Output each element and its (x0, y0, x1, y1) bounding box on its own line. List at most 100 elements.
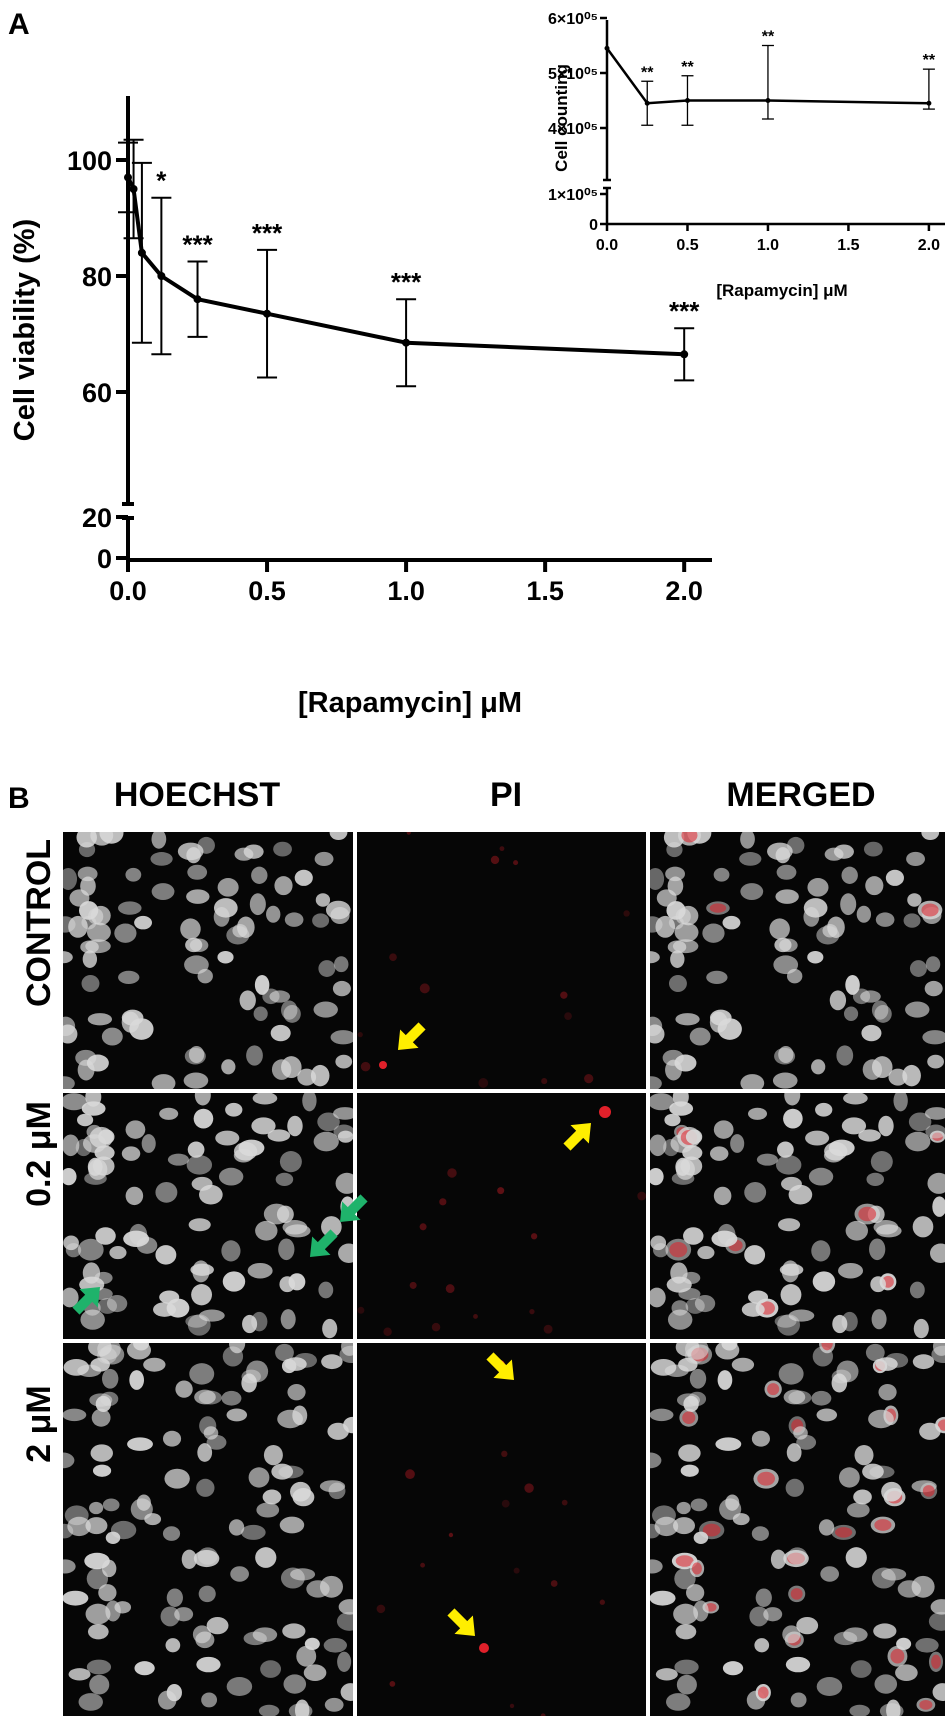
nucleus (252, 1093, 278, 1105)
pi-arrow (563, 1123, 591, 1151)
nucleus (258, 1704, 280, 1716)
nucleus (650, 1590, 676, 1606)
inset-x-tick-label: 2.0 (918, 237, 940, 254)
pi-signal (376, 1604, 386, 1614)
merged-pi-overlay (922, 1485, 935, 1497)
nucleus (769, 918, 790, 940)
pi-signal (448, 1532, 454, 1538)
nucleus (862, 1463, 884, 1480)
main-x-tick-label: 1.5 (526, 576, 564, 606)
nucleus (328, 1482, 346, 1500)
nucleus (141, 1134, 156, 1153)
nucleus (327, 1422, 349, 1440)
nucleus (756, 1153, 778, 1166)
pi-signal (540, 1713, 546, 1716)
nucleus (315, 893, 331, 907)
merged-pi-overlay (932, 1132, 943, 1141)
merged-pi-overlay (682, 1411, 696, 1425)
nucleus (255, 1547, 277, 1568)
nucleus (824, 847, 844, 861)
nucleus (218, 1167, 244, 1186)
nucleus (828, 1139, 855, 1157)
nucleus (650, 1452, 662, 1469)
nucleus (230, 1566, 249, 1582)
pi-signal (445, 1284, 455, 1293)
nucleus (932, 1683, 945, 1701)
micrograph-0-2um-pi (357, 1093, 646, 1339)
micrograph-background (357, 1093, 646, 1339)
nucleus (744, 1181, 767, 1203)
inset-x-axis-title: [Rapamycin] μM (716, 281, 847, 300)
nucleus (693, 1531, 709, 1544)
nucleus (196, 1478, 215, 1497)
nucleus (187, 1141, 205, 1158)
nucleus (333, 1107, 353, 1120)
merged-pi-overlay (709, 903, 727, 913)
nucleus (127, 1437, 153, 1451)
inset-significance-label: ** (641, 64, 654, 81)
nucleus (777, 1218, 801, 1232)
nucleus (160, 1606, 180, 1627)
main-significance-label: *** (391, 267, 422, 297)
nucleus (191, 1284, 213, 1306)
nucleus (102, 1498, 120, 1512)
nucleus (782, 1625, 801, 1644)
nucleus (875, 912, 895, 927)
nucleus (893, 1093, 908, 1112)
nucleus (80, 1309, 105, 1330)
nucleus (155, 1245, 177, 1265)
nucleus (164, 1468, 190, 1489)
nucleus (228, 1519, 245, 1536)
row-header-2um: 2 μM (20, 1385, 58, 1462)
nucleus (203, 1426, 219, 1440)
nucleus (702, 923, 725, 943)
micrograph-background (357, 1343, 646, 1716)
pi-arrow (486, 1352, 514, 1380)
nucleus (749, 1606, 769, 1627)
nucleus (341, 1343, 353, 1356)
nucleus (740, 832, 755, 849)
nucleus (912, 1216, 934, 1238)
nucleus (177, 842, 204, 861)
nucleus (215, 1130, 240, 1146)
nucleus (266, 905, 281, 923)
pi-signal (447, 1168, 457, 1178)
nucleus (188, 1218, 211, 1232)
pi-signal (439, 1198, 447, 1206)
inset-y-tick-label: 4×10⁰⁵ (548, 121, 598, 138)
nucleus (187, 864, 208, 880)
nucleus (282, 1623, 306, 1639)
inset-y-tick-label: 5×10⁰⁵ (548, 66, 598, 83)
row-header-control: CONTROL (20, 839, 58, 1007)
nucleus (206, 1616, 229, 1635)
nucleus (905, 1131, 931, 1152)
nucleus (836, 1360, 859, 1383)
nucleus (767, 842, 793, 861)
nucleus (303, 1664, 327, 1681)
micrograph-background (650, 832, 945, 1089)
nucleus (774, 1314, 797, 1328)
merged-pi-overlay (821, 1343, 833, 1351)
pi-signal (501, 1499, 510, 1508)
micrograph-content (63, 1093, 353, 1339)
nucleus (87, 1013, 113, 1026)
nucleus (710, 1009, 732, 1026)
nucleus (772, 1072, 798, 1089)
nucleus (85, 1603, 111, 1625)
nucleus (650, 1093, 674, 1111)
nucleus (159, 1107, 179, 1120)
main-data-point (680, 350, 689, 359)
nucleus (275, 1172, 294, 1186)
nucleus (290, 1481, 311, 1502)
nucleus (812, 1271, 836, 1292)
nucleus (97, 1343, 121, 1360)
pi-signal (524, 1483, 534, 1493)
micrograph-content (357, 832, 630, 1088)
pi-arrow (447, 1608, 475, 1636)
nucleus (674, 1659, 699, 1675)
nucleus (871, 1567, 896, 1589)
pi-signal (420, 1562, 426, 1568)
main-significance-label: *** (669, 296, 700, 326)
nucleus (713, 1186, 732, 1206)
pi-signal (561, 1499, 568, 1506)
